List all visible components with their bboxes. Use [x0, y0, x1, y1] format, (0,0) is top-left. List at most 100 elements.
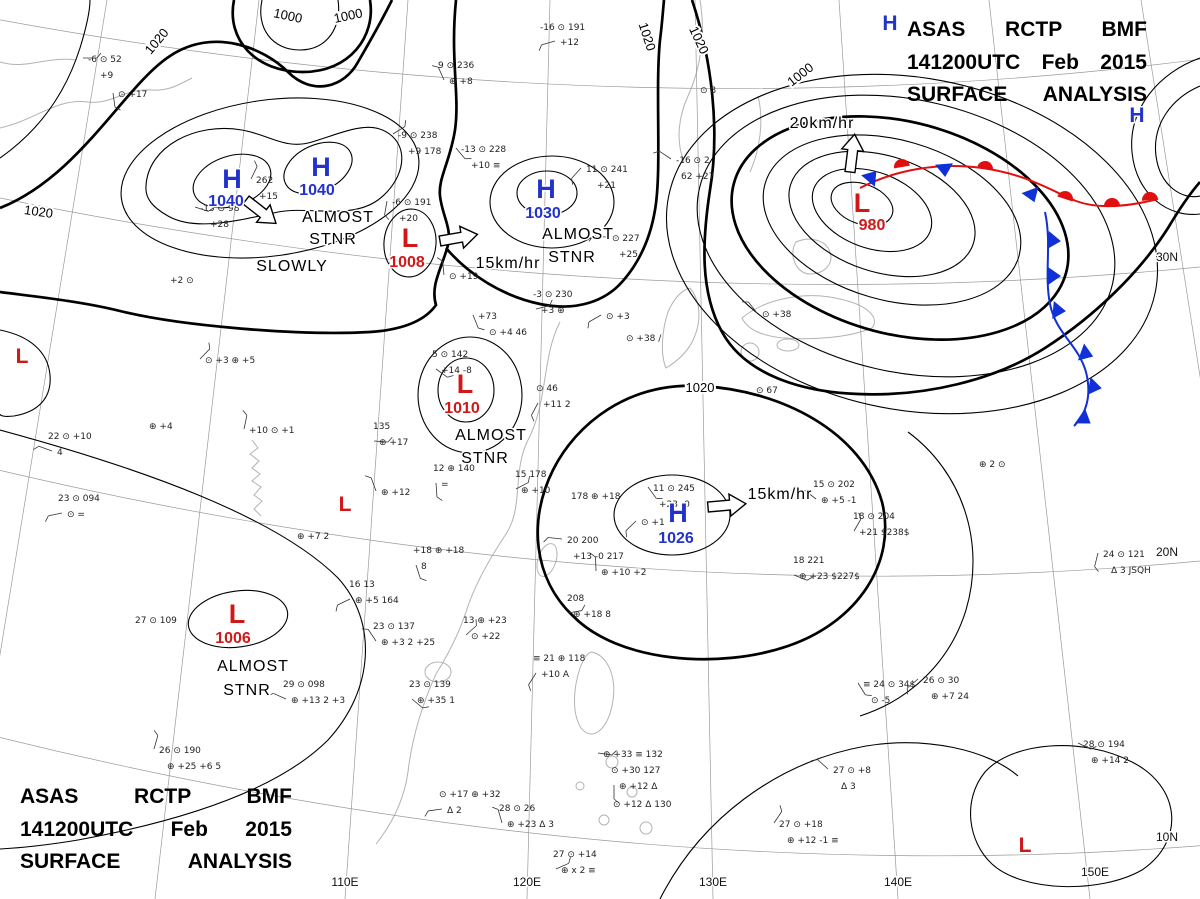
coastline — [575, 781, 585, 791]
wind-barb-icon — [199, 342, 211, 360]
station-plot: ⊙ +17 ⊕ +32 — [439, 790, 501, 800]
station-plot: 15 178 — [515, 470, 547, 480]
graticule-line — [1140, 0, 1200, 379]
station-plot: ⊕ +12 -1 ≡ — [787, 836, 839, 846]
station-plot: 12 ⊕ 140 — [433, 464, 475, 474]
isobar-line — [0, 0, 458, 335]
isobar-line — [665, 73, 1159, 415]
station-plot: ⊕ +18 8 — [573, 610, 611, 620]
station-plot: +3 ⊕ — [541, 306, 565, 316]
valid-time: 141200UTC Feb 2015 — [907, 50, 1147, 74]
station-plot: 18 221 — [793, 556, 825, 566]
isobar-line — [970, 745, 1173, 888]
movement-arrow-icon — [840, 133, 865, 174]
isobar-line — [613, 474, 731, 556]
station-plot: +2 ⊙ — [170, 276, 194, 286]
wind-barb-icon — [531, 402, 539, 422]
station-plot: ⊕ +33 ≡ 132 — [603, 750, 663, 760]
station-plot: +21 $238$ — [859, 528, 909, 538]
wind-barb-icon — [153, 730, 159, 750]
isobar-line — [1131, 57, 1200, 215]
isobar-line — [283, 141, 353, 195]
station-plot: 16 13 — [349, 580, 375, 590]
movement-label: SLOWLY — [256, 258, 328, 275]
station-plot: ⊕ +23 Δ 3 — [507, 820, 554, 830]
station-plot: ⊕ +5 164 — [355, 596, 399, 606]
isobar-label: 1000 — [332, 5, 363, 26]
product-type: SURFACE ANALYSIS — [20, 850, 292, 874]
wind-barb-icon — [112, 92, 121, 111]
valid-time: 141200UTC Feb 2015 — [20, 817, 292, 841]
station-plot: ⊕ +12 Δ — [619, 782, 658, 792]
station-plot: ⊙ +38 / — [626, 334, 662, 344]
station-plot: = — [441, 480, 449, 490]
coastline — [639, 821, 653, 835]
station-plot: +15 — [259, 192, 278, 202]
station-plot: -9 ⊙ 238 — [398, 131, 438, 141]
coastline — [0, 58, 77, 65]
station-plot: ⊙ 67 — [756, 386, 778, 396]
coastline — [661, 287, 700, 369]
station-plot: -3 ⊙ 230 — [533, 290, 573, 300]
station-plot: ⊙ +12 Δ 130 — [613, 800, 672, 810]
low-center-symbol: L — [854, 188, 871, 218]
station-plot: ⊙ +19 — [449, 272, 479, 282]
isobar-line — [536, 384, 887, 661]
graticule-label: 120E — [513, 875, 541, 889]
movement-label: STNR — [548, 249, 596, 266]
cold-front-marker-icon — [1047, 231, 1061, 249]
wind-barb-icon — [906, 678, 919, 695]
wind-barb-icon — [411, 698, 430, 709]
station-plot: ⊙ +1 — [641, 518, 665, 528]
wind-barb-icon — [436, 257, 445, 276]
isobar-line — [690, 0, 1200, 396]
isobar-line — [444, 0, 666, 308]
station-plot: +20 — [399, 214, 418, 224]
station-plot: 27 ⊙ 109 — [135, 616, 177, 626]
isobar-line — [383, 208, 437, 278]
graticule-label: 20N — [1156, 545, 1178, 559]
station-plot: 4 — [57, 448, 63, 458]
station-plot: 24 ⊙ 121 — [1103, 550, 1145, 560]
coastline — [749, 95, 762, 173]
pressure-value: 1040 — [208, 193, 244, 210]
graticule-label: 10N — [1156, 830, 1178, 844]
station-plot: +18 ⊕ +18 — [413, 546, 465, 556]
coastline — [792, 238, 832, 275]
station-plot: +9 178 — [408, 147, 442, 157]
station-plot: 8 — [421, 562, 427, 572]
isobar-line — [260, 0, 340, 51]
movement-label: ALMOST — [217, 658, 289, 675]
station-plot: 23 ⊙ 137 — [373, 622, 415, 632]
station-plot: ⊙ 227 — [612, 234, 640, 244]
station-plot: 22 ⊙ +10 — [48, 432, 92, 442]
movement-label: ALMOST — [542, 226, 614, 243]
station-plot: ⊕ +35 1 — [417, 696, 455, 706]
station-plot: -6 ⊙ 52 — [88, 55, 122, 65]
station-plot: +11 2 — [543, 400, 571, 410]
station-plot: 178 ⊕ +18 — [571, 492, 621, 502]
isobar-line — [145, 126, 403, 225]
station-plot: Δ 3 — [841, 782, 856, 792]
wind-barb-icon — [647, 486, 663, 500]
isobar-line — [516, 170, 578, 216]
graticule-label: 110E — [331, 875, 358, 889]
warm-front-marker-icon — [1104, 198, 1120, 207]
movement-arrow-icon — [706, 492, 748, 518]
station-plot: -6 ⊙ 191 — [392, 198, 431, 208]
station-plot: ⊕ +7 24 — [931, 692, 969, 702]
isobar-label: 1000 — [784, 60, 816, 90]
station-plot: +21 — [597, 181, 616, 191]
station-plot: 29 ⊙ 098 — [283, 680, 325, 690]
station-plot: +25 — [619, 250, 638, 260]
movement-label: STNR — [309, 231, 357, 248]
station-plot: ⊕ +7 2 — [297, 532, 329, 542]
wind-barb-icon — [455, 147, 472, 160]
station-plot: ⊙ -5 — [871, 696, 890, 706]
pressure-value: 980 — [859, 217, 886, 234]
station-plot: 27 ⊙ +18 — [779, 820, 823, 830]
station-plot: +73 — [478, 312, 497, 322]
station-plot: ⊕ 2 ⊙ — [979, 460, 1006, 470]
station-plot: ⊙ 8 — [700, 86, 716, 96]
